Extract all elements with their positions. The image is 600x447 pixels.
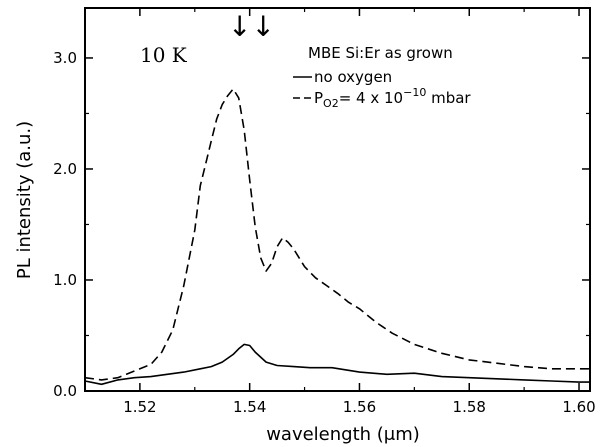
x-tick-label: 1.58 <box>453 398 486 416</box>
legend-dashed-suffix: mbar <box>426 89 471 107</box>
legend-dashed-mid: = 4 x 10 <box>339 89 403 107</box>
axis-ticks: 1.52 1.54 1.56 1.58 1.60 0.0 1.0 2.0 3.0 <box>53 8 596 416</box>
x-tick-label: 1.60 <box>562 398 595 416</box>
series-line-oxygen <box>84 88 590 381</box>
plot-frame <box>84 7 591 392</box>
legend-dashed-label: PO2= 4 x 10−10 mbar <box>314 86 471 110</box>
y-tick-label: 0.0 <box>53 382 77 400</box>
legend-dashed-prefix: P <box>314 89 323 107</box>
y-tick-label: 2.0 <box>53 160 77 178</box>
legend-solid-label: no oxygen <box>314 68 392 86</box>
x-tick-label: 1.54 <box>233 398 266 416</box>
series-layer <box>84 88 590 386</box>
x-tick-label: 1.56 <box>343 398 376 416</box>
y-axis-label: PL intensity (a.u.) <box>14 121 35 279</box>
x-tick-label: 1.52 <box>123 398 156 416</box>
arrows-annotation: ↓↓ <box>228 10 275 43</box>
sample-label: MBE Si:Er as grown <box>308 44 453 62</box>
x-axis-label: wavelength (μm) <box>266 424 420 445</box>
legend-dashed-sub: O2 <box>323 97 339 110</box>
legend-dashed-sup: −10 <box>403 86 426 99</box>
y-tick-label: 3.0 <box>53 49 77 67</box>
y-tick-label: 1.0 <box>53 271 77 289</box>
temperature-label: 10 K <box>140 43 188 67</box>
legend: no oxygen PO2= 4 x 10−10 mbar <box>293 68 471 110</box>
series-line-no-oxygen <box>84 343 590 386</box>
